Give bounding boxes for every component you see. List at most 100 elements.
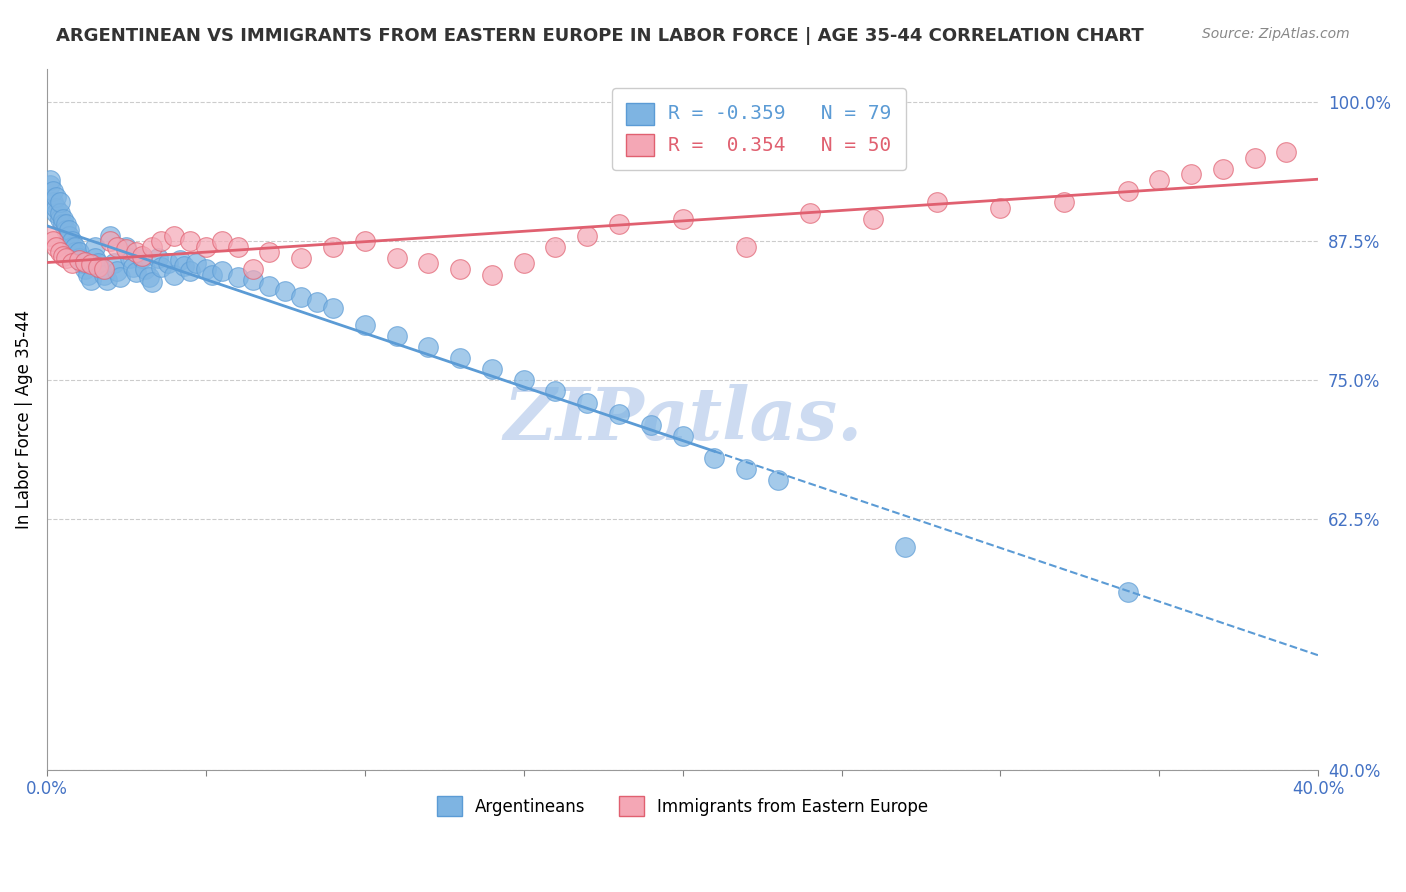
Legend: Argentineans, Immigrants from Eastern Europe: Argentineans, Immigrants from Eastern Eu… [429, 788, 936, 825]
Point [1275, 145, 1298, 159]
Point [125, 245, 148, 260]
Text: ZIPatlas.: ZIPatlas. [503, 384, 862, 455]
Point [103, 256, 125, 270]
Point [186, 256, 208, 270]
Point [1243, 151, 1265, 165]
Point [481, 362, 503, 376]
Point [42, 234, 65, 248]
Point [48, 211, 70, 226]
Point [735, 240, 758, 254]
Point [42, 195, 65, 210]
Point [52, 211, 75, 226]
Point [121, 260, 143, 274]
Point [194, 240, 217, 254]
Point [73, 255, 96, 269]
Point [65, 240, 87, 254]
Point [42, 184, 65, 198]
Point [125, 265, 148, 279]
Point [150, 260, 173, 274]
Point [1149, 173, 1171, 187]
Point [290, 290, 312, 304]
Point [141, 240, 163, 254]
Point [39, 178, 62, 193]
Point [52, 218, 75, 232]
Point [115, 242, 138, 256]
Point [60, 256, 83, 270]
Text: Source: ZipAtlas.com: Source: ZipAtlas.com [1202, 27, 1350, 41]
Point [134, 262, 156, 277]
Point [322, 240, 344, 254]
Point [67, 253, 90, 268]
Point [48, 195, 70, 210]
Point [150, 234, 173, 248]
Text: ARGENTINEAN VS IMMIGRANTS FROM EASTERN EUROPE IN LABOR FORCE | AGE 35-44 CORRELA: ARGENTINEAN VS IMMIGRANTS FROM EASTERN E… [56, 27, 1144, 45]
Point [576, 228, 599, 243]
Point [156, 256, 179, 270]
Point [862, 211, 884, 226]
Point [179, 264, 201, 278]
Point [45, 240, 67, 254]
Point [45, 189, 67, 203]
Point [512, 373, 534, 387]
Point [131, 251, 153, 265]
Point [77, 268, 100, 282]
Point [544, 384, 567, 399]
Point [607, 407, 630, 421]
Point [105, 264, 128, 278]
Point [259, 278, 281, 293]
Y-axis label: In Labor Force | Age 35-44: In Labor Force | Age 35-44 [15, 310, 32, 529]
Point [418, 256, 440, 270]
Point [544, 240, 567, 254]
Point [1212, 161, 1234, 176]
Point [60, 240, 83, 254]
Point [67, 251, 90, 265]
Point [73, 256, 96, 270]
Point [481, 268, 503, 282]
Point [211, 234, 233, 248]
Point [449, 351, 471, 365]
Point [93, 262, 115, 277]
Point [201, 268, 224, 282]
Point [607, 218, 630, 232]
Point [83, 240, 105, 254]
Point [385, 251, 408, 265]
Point [226, 269, 249, 284]
Point [87, 256, 110, 270]
Point [990, 201, 1012, 215]
Point [52, 249, 75, 263]
Point [83, 251, 105, 265]
Point [449, 262, 471, 277]
Point [45, 206, 67, 220]
Point [703, 451, 725, 466]
Point [131, 249, 153, 263]
Point [141, 275, 163, 289]
Point [60, 234, 83, 248]
Point [45, 201, 67, 215]
Point [100, 234, 122, 248]
Point [138, 269, 160, 284]
Point [211, 264, 233, 278]
Point [39, 228, 62, 243]
Point [67, 245, 90, 260]
Point [48, 245, 70, 260]
Point [48, 206, 70, 220]
Point [1116, 585, 1139, 599]
Point [65, 245, 87, 260]
Point [169, 253, 191, 268]
Point [146, 251, 169, 265]
Point [274, 284, 297, 298]
Point [179, 234, 201, 248]
Point [163, 228, 186, 243]
Point [108, 269, 131, 284]
Point [163, 268, 186, 282]
Point [194, 262, 217, 277]
Point [1116, 184, 1139, 198]
Point [242, 273, 264, 287]
Point [925, 195, 948, 210]
Point [259, 245, 281, 260]
Point [1053, 195, 1076, 210]
Point [55, 218, 77, 232]
Point [80, 258, 103, 272]
Point [115, 240, 138, 254]
Point [58, 223, 80, 237]
